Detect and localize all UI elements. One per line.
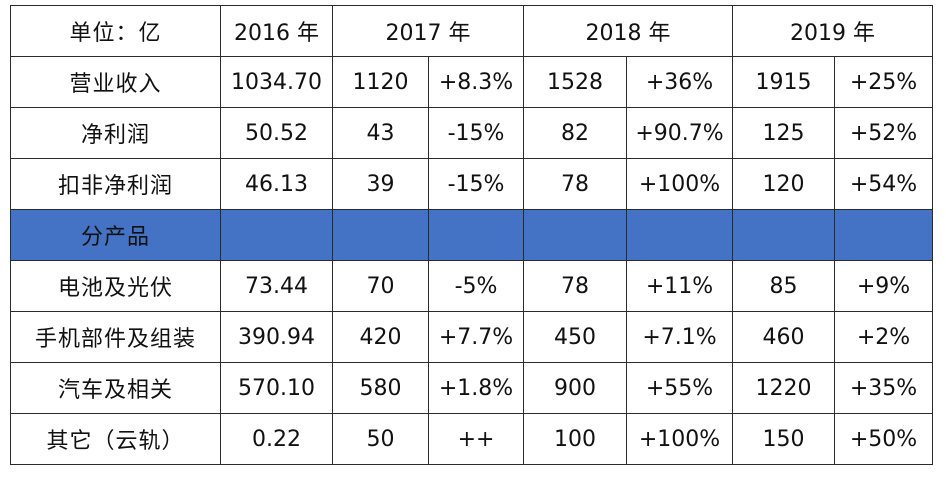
- table-cell: 50.52: [220, 107, 333, 159]
- table-row: 其它（云轨） 0.22 50 ++ 100 +100% 150 +50%: [10, 413, 933, 465]
- table-cell: +9%: [834, 260, 933, 312]
- table-cell: 78: [523, 158, 627, 210]
- table-row: 汽车及相关 570.10 580 +1.8% 900 +55% 1220 +35…: [10, 362, 933, 414]
- table-cell: 125: [732, 107, 835, 159]
- table-cell: -15%: [428, 158, 524, 210]
- row-label: 手机部件及组装: [10, 311, 221, 363]
- section-cell: [523, 209, 627, 261]
- financial-table-container: 单位：亿 2016 年 2017 年 2018 年 2019 年 营业收入 10…: [10, 5, 933, 465]
- row-label: 净利润: [10, 107, 221, 159]
- table-cell: -5%: [428, 260, 524, 312]
- table-cell: +2%: [834, 311, 933, 363]
- row-label: 营业收入: [10, 56, 221, 108]
- section-cell: [332, 209, 429, 261]
- section-cell: [220, 209, 333, 261]
- section-row: 分产品: [10, 209, 933, 261]
- table-cell: +50%: [834, 413, 933, 465]
- table-cell: 580: [332, 362, 429, 414]
- year-header-2018: 2018 年: [523, 5, 733, 57]
- table-cell: 1034.70: [220, 56, 333, 108]
- financial-table: 单位：亿 2016 年 2017 年 2018 年 2019 年 营业收入 10…: [10, 5, 933, 465]
- table-cell: +100%: [626, 413, 733, 465]
- table-cell: 85: [732, 260, 835, 312]
- header-row: 单位：亿 2016 年 2017 年 2018 年 2019 年: [10, 5, 933, 57]
- table-cell: +36%: [626, 56, 733, 108]
- table-cell: +25%: [834, 56, 933, 108]
- year-header-2019: 2019 年: [732, 5, 933, 57]
- table-cell: +7.1%: [626, 311, 733, 363]
- table-cell: +54%: [834, 158, 933, 210]
- table-row: 扣非净利润 46.13 39 -15% 78 +100% 120 +54%: [10, 158, 933, 210]
- year-header-2016: 2016 年: [220, 5, 333, 57]
- table-cell: +7.7%: [428, 311, 524, 363]
- table-cell: 460: [732, 311, 835, 363]
- table-row: 净利润 50.52 43 -15% 82 +90.7% 125 +52%: [10, 107, 933, 159]
- table-cell: 1220: [732, 362, 835, 414]
- table-row: 电池及光伏 73.44 70 -5% 78 +11% 85 +9%: [10, 260, 933, 312]
- table-cell: 420: [332, 311, 429, 363]
- section-cell: [428, 209, 524, 261]
- table-row: 手机部件及组装 390.94 420 +7.7% 450 +7.1% 460 +…: [10, 311, 933, 363]
- table-cell: 73.44: [220, 260, 333, 312]
- table-cell: 46.13: [220, 158, 333, 210]
- section-label: 分产品: [10, 209, 221, 261]
- table-cell: 78: [523, 260, 627, 312]
- table-cell: 0.22: [220, 413, 333, 465]
- table-cell: 43: [332, 107, 429, 159]
- table-cell: +11%: [626, 260, 733, 312]
- table-cell: 570.10: [220, 362, 333, 414]
- table-cell: -15%: [428, 107, 524, 159]
- row-label: 电池及光伏: [10, 260, 221, 312]
- table-cell: ++: [428, 413, 524, 465]
- year-header-2017: 2017 年: [332, 5, 524, 57]
- section-cell: [626, 209, 733, 261]
- table-cell: +8.3%: [428, 56, 524, 108]
- table-cell: 120: [732, 158, 835, 210]
- table-cell: +1.8%: [428, 362, 524, 414]
- table-cell: 390.94: [220, 311, 333, 363]
- row-label: 扣非净利润: [10, 158, 221, 210]
- table-cell: 900: [523, 362, 627, 414]
- row-label: 汽车及相关: [10, 362, 221, 414]
- table-cell: 1915: [732, 56, 835, 108]
- table-cell: 1528: [523, 56, 627, 108]
- row-label: 其它（云轨）: [10, 413, 221, 465]
- table-cell: 39: [332, 158, 429, 210]
- table-cell: 450: [523, 311, 627, 363]
- table-cell: 70: [332, 260, 429, 312]
- unit-label: 单位：亿: [10, 5, 221, 57]
- table-cell: 1120: [332, 56, 429, 108]
- table-cell: +90.7%: [626, 107, 733, 159]
- table-cell: +52%: [834, 107, 933, 159]
- section-cell: [732, 209, 835, 261]
- table-cell: +35%: [834, 362, 933, 414]
- table-cell: 82: [523, 107, 627, 159]
- table-cell: +100%: [626, 158, 733, 210]
- table-cell: +55%: [626, 362, 733, 414]
- table-cell: 150: [732, 413, 835, 465]
- table-row: 营业收入 1034.70 1120 +8.3% 1528 +36% 1915 +…: [10, 56, 933, 108]
- section-cell: [834, 209, 933, 261]
- table-cell: 100: [523, 413, 627, 465]
- table-cell: 50: [332, 413, 429, 465]
